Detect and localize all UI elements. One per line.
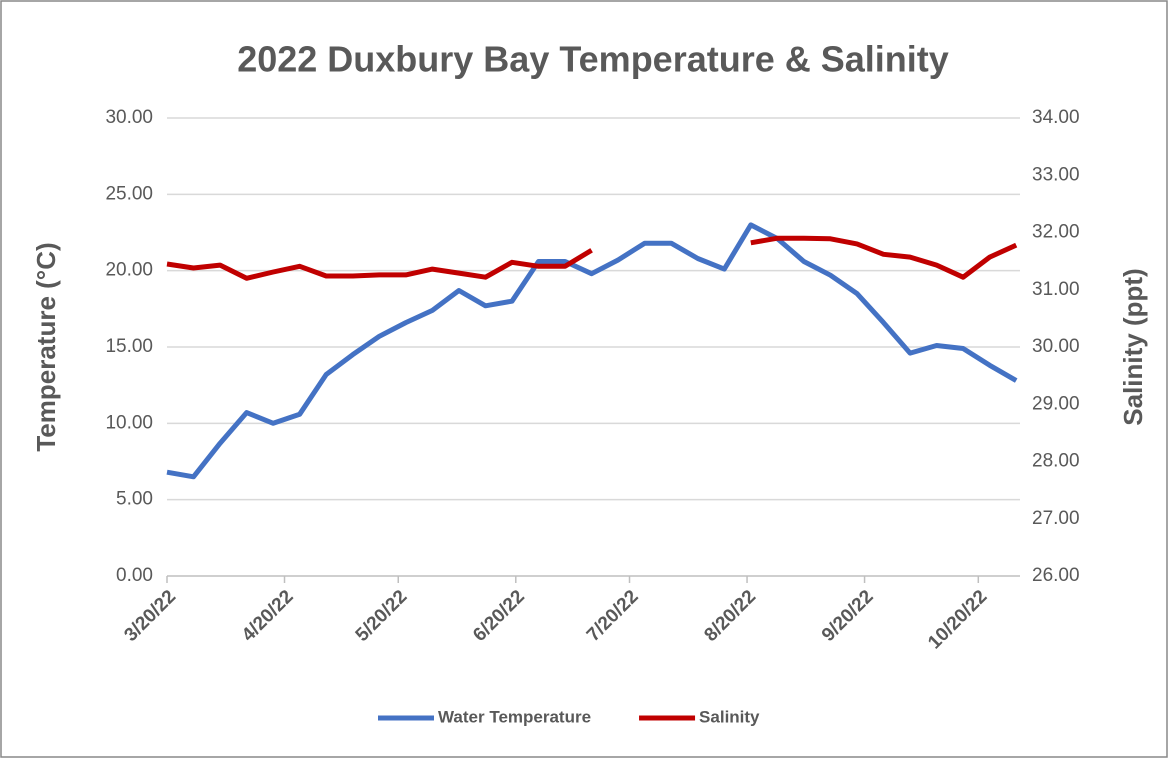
y-tick-label: 20.00 bbox=[105, 260, 153, 281]
y2-tick-label: 30.00 bbox=[1032, 336, 1080, 357]
y2-tick-label: 34.00 bbox=[1032, 107, 1080, 128]
y-tick-label: 5.00 bbox=[116, 489, 153, 510]
y2-tick-label: 26.00 bbox=[1032, 565, 1080, 586]
y2-tick-label: 29.00 bbox=[1032, 393, 1080, 414]
y-tick-label: 25.00 bbox=[105, 183, 153, 204]
legend-label: Salinity bbox=[699, 707, 760, 726]
chart-title: 2022 Duxbury Bay Temperature & Salinity bbox=[237, 39, 949, 80]
y2-tick-label: 32.00 bbox=[1032, 222, 1080, 243]
y2-tick-label: 31.00 bbox=[1032, 279, 1080, 300]
series-line bbox=[166, 235, 1018, 281]
y-tick-label: 30.00 bbox=[105, 107, 153, 128]
y2-tick-label: 33.00 bbox=[1032, 164, 1080, 185]
y2-tick-label: 28.00 bbox=[1032, 451, 1080, 472]
y2-tick-label: 27.00 bbox=[1032, 508, 1080, 529]
y-tick-label: 15.00 bbox=[105, 336, 153, 357]
y-axis-title: Temperature (°C) bbox=[31, 242, 61, 451]
y2-axis-title: Salinity (ppt) bbox=[1118, 268, 1148, 425]
y-tick-label: 0.00 bbox=[116, 565, 153, 586]
legend-label: Water Temperature bbox=[438, 707, 591, 726]
series-line bbox=[166, 222, 1018, 480]
y-tick-label: 10.00 bbox=[105, 412, 153, 433]
